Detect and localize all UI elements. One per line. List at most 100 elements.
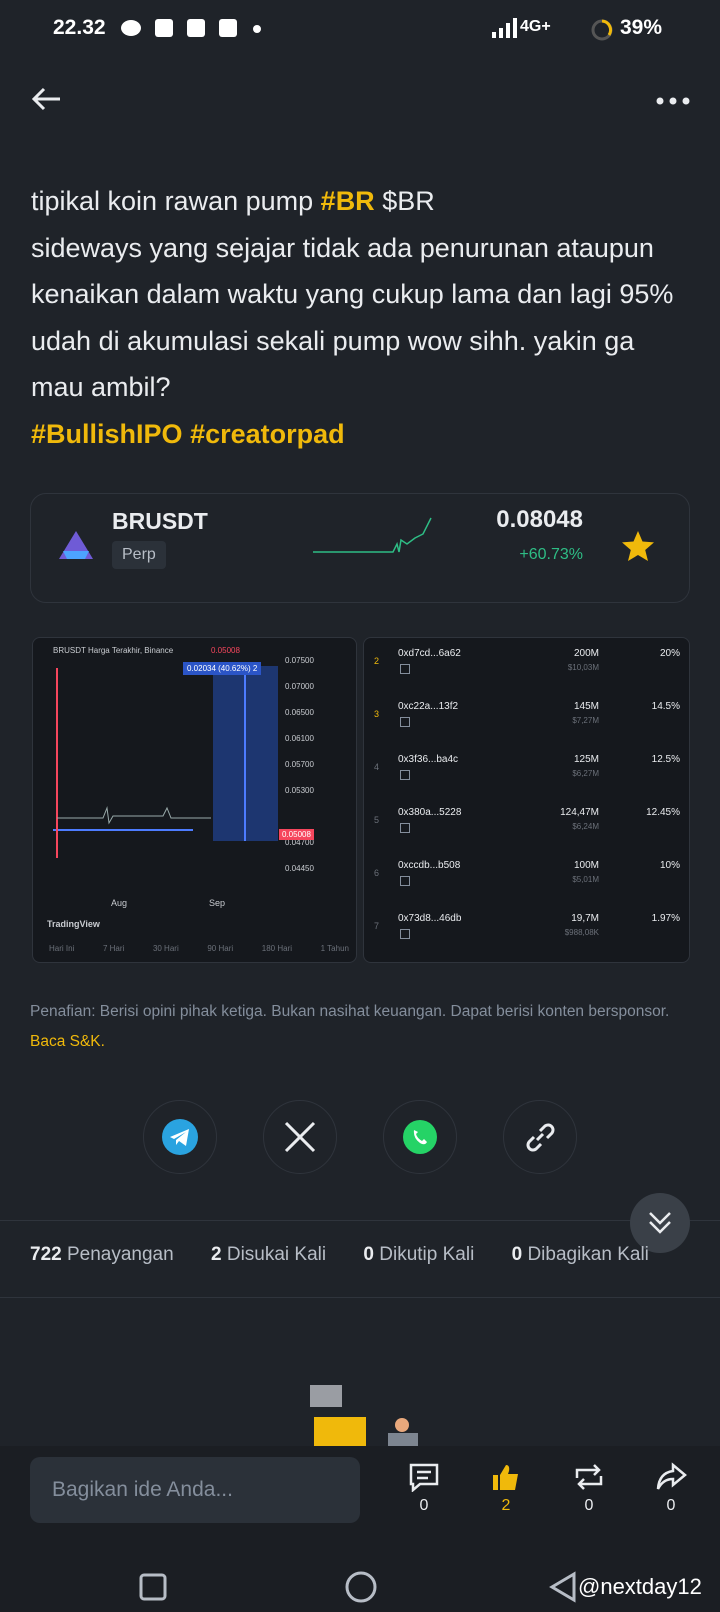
holder-row: 5 0x380a...5228 124,47M $6,24M 12.45% [364, 801, 689, 854]
range-tab[interactable]: 90 Hari [207, 944, 234, 953]
month-label: Aug [111, 898, 128, 908]
status-bar: 22.32 4G+ 39% [0, 14, 720, 44]
range-tab[interactable]: 180 Hari [261, 944, 293, 953]
holder-amount: 124,47M [560, 807, 599, 818]
range-tab[interactable]: 1 Tahun [320, 944, 349, 953]
copy-link[interactable] [503, 1100, 577, 1174]
holder-address: 0xccdb...b508 [398, 860, 461, 871]
holder-address: 0x73d8...46db [398, 913, 462, 924]
holder-amount: 125M [573, 754, 599, 765]
favorite-star[interactable] [621, 530, 655, 562]
disclaimer: Penafian: Berisi opini pihak ketiga. Buk… [30, 997, 670, 1057]
post-text: tipikal koin rawan pump #BR $BR sideways… [31, 178, 691, 457]
back-button[interactable] [30, 86, 64, 112]
ticker-symbol: BRUSDT [112, 508, 208, 534]
copy-icon [400, 929, 410, 939]
chart-last: 0.05008 [211, 646, 240, 655]
disclaimer-text: Penafian: Berisi opini pihak ketiga. Buk… [30, 1003, 670, 1020]
holder-row: 7 0x73d8...46db 19,7M $988,08K 1.97% [364, 907, 689, 960]
holder-pct: 1.97% [651, 913, 680, 924]
divider [0, 1220, 720, 1221]
coin-logo [59, 531, 93, 559]
holder-row: 6 0xccdb...b508 100M $5,01M 10% [364, 854, 689, 907]
holder-rank: 2 [374, 656, 380, 666]
holder-amount: 200M [573, 648, 599, 659]
cashtag[interactable]: $BR [382, 186, 435, 216]
telegram-icon [162, 1119, 198, 1155]
time: 22.32 [53, 16, 106, 39]
hashtag[interactable]: #creatorpad [190, 418, 345, 449]
holder-pct: 10% [659, 860, 680, 871]
axis-label: 0.06500 [285, 708, 314, 717]
stat-count: 722 [30, 1244, 62, 1265]
holder-row: 4 0x3f36...ba4c 125M $6,27M 12.5% [364, 748, 689, 801]
comment-action[interactable]: 0 [399, 1462, 449, 1515]
stat-label: Penayangan [66, 1244, 174, 1265]
hashtag[interactable]: #BullishIPO [31, 418, 183, 449]
holder-pct: 14.5% [651, 701, 680, 712]
watermark: @nextday12 [578, 1574, 702, 1599]
battery: 39% [620, 16, 663, 39]
axis-label: 0.05700 [285, 760, 314, 769]
copy-icon [400, 876, 410, 886]
holder-address: 0xd7cd...6a62 [398, 648, 461, 659]
like-icon [493, 1465, 518, 1490]
holder-row: 2 0xd7cd...6a62 200M $10,03M 20% [364, 642, 689, 695]
recents-button[interactable] [138, 1572, 168, 1602]
stat: 722 Penayangan [30, 1244, 190, 1265]
chart-image: BRUSDT Harga Terakhir, Binance 0.05008 0… [32, 637, 357, 963]
range-tab[interactable]: 7 Hari [102, 944, 125, 953]
share-count: 0 [666, 1497, 676, 1514]
holder-rank: 6 [374, 868, 380, 878]
holder-rank: 3 [374, 709, 380, 719]
ticker-badge: Perp [112, 541, 166, 569]
axis-label: 0.04700 [285, 838, 314, 847]
holder-amount: 100M [573, 860, 599, 871]
stat: 2 Disukai Kali [211, 1244, 342, 1265]
ticker-card[interactable]: BRUSDT Perp 0.08048 +60.73% [30, 493, 690, 603]
back-nav-button[interactable] [546, 1570, 580, 1604]
like-action[interactable]: 2 [481, 1462, 531, 1515]
holder-rank: 7 [374, 921, 380, 931]
holder-pct: 12.5% [651, 754, 680, 765]
signal-icon [492, 18, 517, 38]
stat-count: 0 [363, 1244, 374, 1265]
comment-input[interactable]: Bagikan ide Anda... [30, 1457, 360, 1523]
home-button[interactable] [344, 1570, 378, 1604]
last-price-tag: 0.05008 [279, 829, 314, 840]
whatsapp-icon [403, 1120, 437, 1154]
terms-link[interactable]: Baca S&K. [30, 1033, 105, 1050]
share-x[interactable] [263, 1100, 337, 1174]
stat-count: 2 [210, 1244, 222, 1265]
holder-address: 0x3f36...ba4c [398, 754, 459, 765]
stats: 722 Penayangan 2 Disukai Kali 0 Dikutip … [30, 1244, 710, 1266]
range-tabs: Hari Ini 7 Hari 30 Hari 90 Hari 180 Hari… [49, 944, 349, 953]
axis-label: 0.07500 [285, 656, 314, 665]
holder-pct: 12.45% [646, 807, 680, 818]
illustration [310, 1385, 418, 1447]
month-label: Sep [209, 898, 226, 908]
share-whatsapp[interactable] [383, 1100, 457, 1174]
holder-rank: 4 [374, 762, 380, 772]
repost-action[interactable]: 0 [564, 1462, 614, 1515]
comment-count: 0 [419, 1497, 429, 1514]
comment-icon [409, 1463, 439, 1493]
hashtag[interactable]: #BR [320, 186, 375, 216]
range-tab[interactable]: 30 Hari [152, 944, 179, 953]
holder-usd: $988,08K [564, 928, 599, 937]
holder-address: 0xc22a...13f2 [398, 701, 459, 712]
copy-icon [400, 770, 410, 780]
range-tab[interactable]: Hari Ini [49, 944, 75, 953]
share-telegram[interactable] [143, 1100, 217, 1174]
x-icon [284, 1121, 316, 1153]
holder-row: 3 0xc22a...13f2 145M $7,27M 14.5% [364, 695, 689, 748]
chart-drawing [53, 666, 278, 858]
scroll-down-button[interactable] [630, 1193, 690, 1253]
stat: 0 Dibagikan Kali [512, 1244, 665, 1265]
stat-label: Dibagikan Kali [527, 1244, 649, 1265]
stat-label: Dikutip Kali [379, 1244, 475, 1265]
holder-amount: 19,7M [571, 913, 599, 924]
share-action[interactable]: 0 [646, 1462, 696, 1515]
more-button[interactable] [655, 96, 691, 106]
